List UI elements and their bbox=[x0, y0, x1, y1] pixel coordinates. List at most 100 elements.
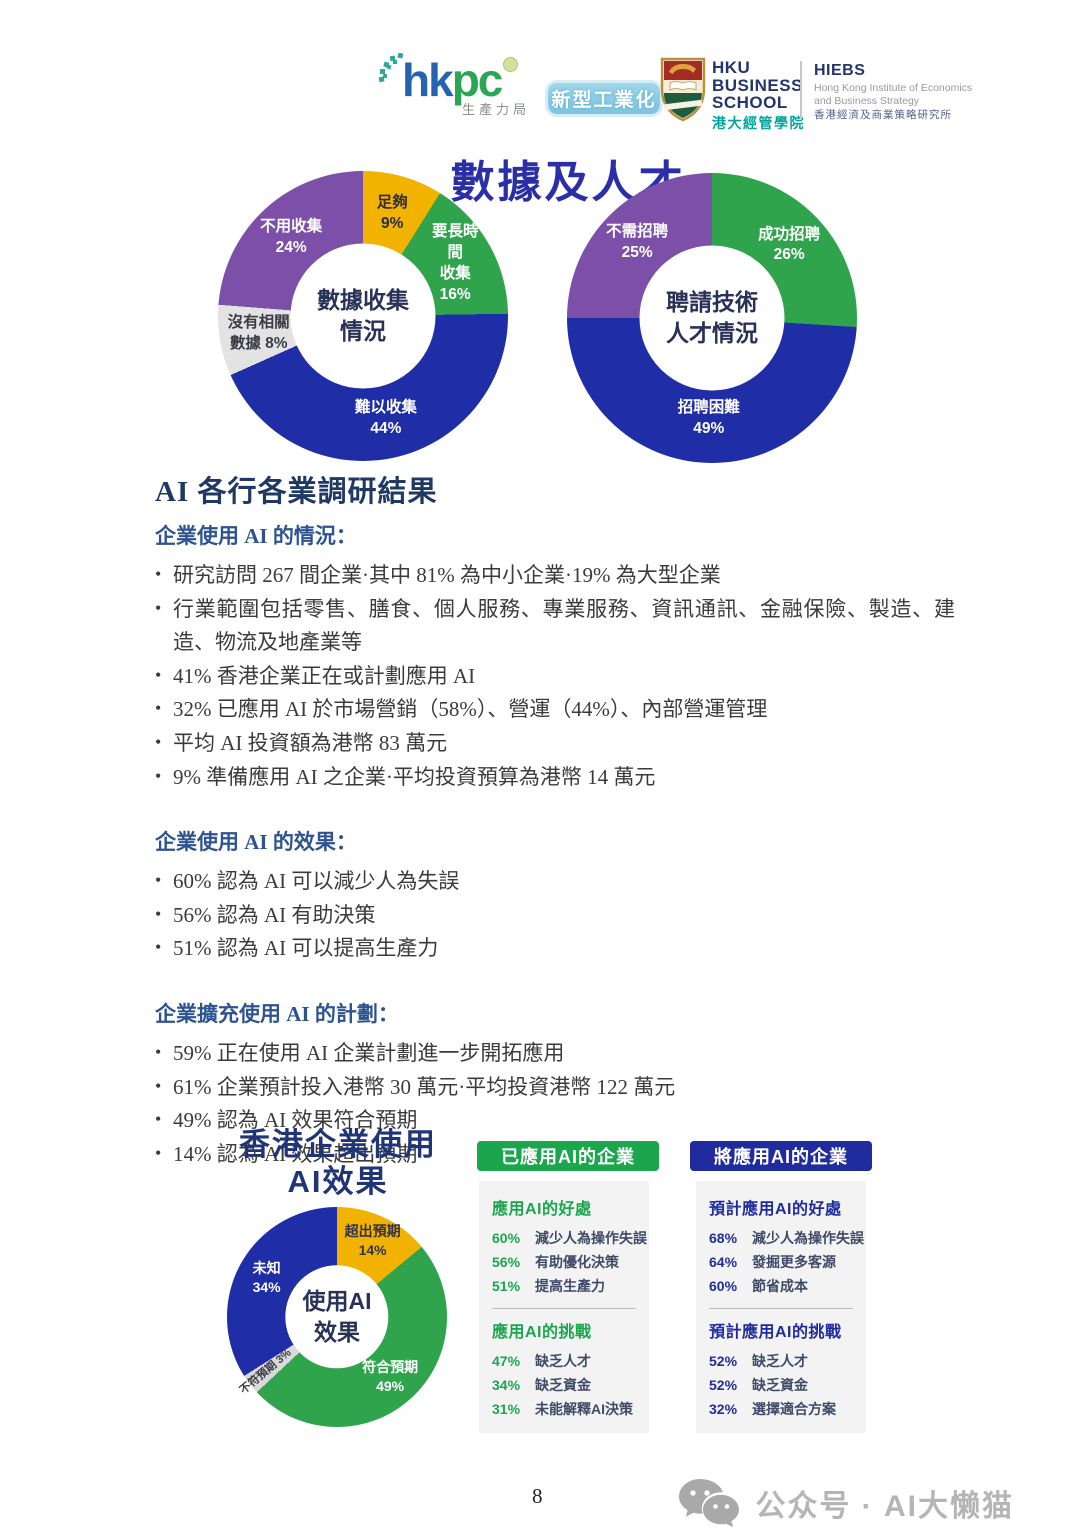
ai-effect-chart-title: 香港企業使用 AI效果 bbox=[239, 1126, 437, 1200]
stat-label: 缺乏人才 bbox=[752, 1353, 808, 1370]
donut-segment-label: 成功招聘 26% bbox=[758, 225, 821, 264]
stat-row: 52% 缺乏資金 bbox=[709, 1373, 853, 1397]
stat-label: 有助優化決策 bbox=[535, 1254, 619, 1271]
applied-ai-box-header: 已應用AI的企業 bbox=[477, 1141, 659, 1171]
stat-percent: 52% bbox=[709, 1377, 738, 1394]
donut-segment-label: 要長時間 收集 16% bbox=[431, 223, 479, 303]
tech-talent-hiring-donut-chart: 聘請技術 人才情況 成功招聘 26% 招聘困難 49% 不需招聘 25% bbox=[567, 173, 857, 463]
donut-segment-label: 未知 34% bbox=[252, 1260, 281, 1296]
hkpc-dots-icon bbox=[378, 53, 404, 83]
subsection-title: 企業擴充使用 AI 的計劃： bbox=[155, 1001, 399, 1026]
data-collection-donut-chart: 數據收集 情況 足夠 9% 要長時間 收集 16% 難以收集 44% 沒有相關 數據 8… bbox=[218, 171, 508, 461]
stat-percent: 68% bbox=[709, 1230, 738, 1246]
expected-benefits-list: 68% 減少人為操作失誤 64% 發掘更多客源 60% 節省成本 bbox=[709, 1226, 864, 1298]
hiebs-chinese-name: 香港經濟及商業策略研究所 bbox=[814, 109, 952, 122]
hku-business-school-wordmark: HKU BUSINESS SCHOOL 港大經管學院 bbox=[712, 59, 805, 131]
stat-percent: 52% bbox=[709, 1353, 738, 1370]
bullet-item: 32% 已應用 AI 於市場營銷（58%）、營運（44%）、內部營運管理 bbox=[155, 693, 955, 727]
donut-segment-label: 沒有相關 數據 8% bbox=[227, 314, 290, 353]
page-header: hkpc 生產力局 新型工業化 HKU BUSINESS SCHOOL 港大經管… bbox=[378, 53, 980, 133]
stat-percent: 32% bbox=[709, 1401, 738, 1418]
hiebs-title: HIEBS bbox=[814, 62, 866, 79]
stat-label: 未能解釋AI決策 bbox=[535, 1401, 633, 1418]
stat-row: 47% 缺乏人才 bbox=[492, 1349, 636, 1373]
new-industrialization-badge: 新型工業化 bbox=[548, 83, 660, 114]
bullet-item: 9% 準備應用 AI 之企業·平均投資預算為港幣 14 萬元 bbox=[155, 761, 955, 795]
hkpc-word-pc: pc bbox=[451, 54, 504, 106]
stat-row: 34% 缺乏資金 bbox=[492, 1373, 636, 1397]
donut-segment-label: 足夠 9% bbox=[376, 194, 408, 233]
donut-segment-label: 超出預期 14% bbox=[344, 1223, 401, 1259]
will-apply-ai-card: 預計應用AI的好處 68% 減少人為操作失誤 64% 發掘更多客源 60% 節省成本 預計… bbox=[696, 1181, 866, 1434]
bullet-list: 研究訪問 267 間企業·其中 81% 為中小企業·19% 為大型企業行業範圍包… bbox=[155, 559, 955, 794]
donut-segment-label: 符合預期 49% bbox=[362, 1359, 419, 1395]
stat-percent: 56% bbox=[492, 1254, 521, 1271]
hiebs-wordmark: HIEBS Hong Kong Institute of Economics a… bbox=[814, 61, 972, 123]
watermark-text: 公众号 · AI大懒猫 bbox=[755, 1490, 1014, 1523]
subsection-title: 企業使用 AI 的情況： bbox=[155, 524, 357, 548]
expected-benefits-title: 預計應用AI的好處 bbox=[709, 1201, 842, 1218]
stat-label: 提高生產力 bbox=[535, 1278, 605, 1295]
donut-center-label: 聘請技術 人才情況 bbox=[666, 288, 758, 346]
page-number: 8 bbox=[532, 1484, 543, 1508]
bullet-item: 60% 認為 AI 可以減少人為失誤 bbox=[155, 865, 955, 899]
expected-challenges-list: 52% 缺乏人才 52% 缺乏資金 32% 選擇適合方案 bbox=[709, 1349, 853, 1421]
stat-row: 51% 提高生產力 bbox=[492, 1274, 636, 1298]
stat-label: 節省成本 bbox=[752, 1278, 808, 1295]
watermark: 公众号 · AI大懒猫 bbox=[677, 1476, 1014, 1527]
donut-segment-label: 不符預期 3% bbox=[237, 1347, 294, 1397]
donut-hole bbox=[290, 243, 436, 389]
bullet-item: 51% 認為 AI 可以提高生產力 bbox=[155, 932, 955, 966]
stat-percent: 60% bbox=[709, 1278, 738, 1295]
donut-hole bbox=[639, 245, 785, 391]
stat-label: 發掘更多客源 bbox=[752, 1254, 836, 1271]
hiebs-english-line1: Hong Kong Institute of Economics bbox=[814, 81, 973, 94]
stat-percent: 64% bbox=[709, 1254, 738, 1271]
wechat-icon bbox=[679, 1479, 740, 1527]
bullet-list: 59% 正在使用 AI 企業計劃進一步開拓應用61% 企業預計投入港幣 30 萬… bbox=[155, 1037, 955, 1171]
bullet-item: 59% 正在使用 AI 企業計劃進一步開拓應用 bbox=[155, 1037, 955, 1071]
subsection-title: 企業使用 AI 的效果： bbox=[155, 830, 357, 855]
stat-label: 減少人為操作失誤 bbox=[752, 1230, 864, 1246]
stat-label: 缺乏資金 bbox=[535, 1377, 591, 1394]
stat-row: 32% 選擇適合方案 bbox=[709, 1397, 853, 1421]
survey-results: AI 各行各業調研結果 企業使用 AI 的情況： 研究訪問 267 間企業·其中… bbox=[155, 468, 955, 1171]
stat-label: 選擇適合方案 bbox=[752, 1401, 836, 1418]
hku-line2: BUSINESS bbox=[712, 75, 803, 95]
logo-divider bbox=[800, 61, 802, 119]
stat-row: 31% 未能解釋AI決策 bbox=[492, 1397, 636, 1421]
bullet-item: 平均 AI 投資額為港幣 83 萬元 bbox=[155, 727, 955, 761]
hku-crest-icon bbox=[660, 57, 706, 122]
bullet-item: 14% 認為 AI 效果超出預期 bbox=[155, 1138, 955, 1172]
bullet-item: 49% 認為 AI 效果符合預期 bbox=[155, 1104, 955, 1138]
stat-label: 減少人為操作失誤 bbox=[535, 1230, 647, 1246]
stat-label: 缺乏人才 bbox=[535, 1353, 591, 1370]
hku-line3: SCHOOL bbox=[712, 93, 788, 113]
donut-segment-label: 不需招聘 25% bbox=[606, 223, 669, 262]
benefits-list: 60% 減少人為操作失誤 56% 有助優化決策 51% 提高生產力 bbox=[492, 1226, 647, 1298]
will-apply-ai-box-header: 將應用AI的企業 bbox=[690, 1141, 872, 1171]
benefits-title: 應用AI的好處 bbox=[492, 1201, 592, 1218]
stat-label: 缺乏資金 bbox=[752, 1377, 808, 1394]
bullet-item: 41% 香港企業正在或計劃應用 AI bbox=[155, 660, 955, 694]
donut-center-label: 使用AI 效果 bbox=[302, 1287, 372, 1345]
bullet-item: 研究訪問 267 間企業·其中 81% 為中小企業·19% 為大型企業 bbox=[155, 559, 955, 593]
donut-segment-label: 不用收集 24% bbox=[260, 218, 323, 257]
bullet-item: 56% 認為 AI 有助決策 bbox=[155, 899, 955, 933]
hku-chinese-name: 港大經管學院 bbox=[712, 115, 805, 132]
bullet-item: 61% 企業預計投入港幣 30 萬元·平均投資港幣 122 萬元 bbox=[155, 1071, 955, 1105]
section-heading: AI 各行各業調研結果 bbox=[155, 476, 438, 508]
stat-row: 64% 發掘更多客源 bbox=[709, 1250, 853, 1274]
hkpc-wordmark: hkpc bbox=[380, 57, 540, 103]
stat-percent: 60% bbox=[492, 1230, 521, 1246]
expected-challenges-title: 預計應用AI的挑戰 bbox=[709, 1324, 842, 1342]
card-divider bbox=[709, 1308, 853, 1310]
stat-row: 56% 有助優化決策 bbox=[492, 1250, 636, 1274]
survey-section-expansion: 企業擴充使用 AI 的計劃： 59% 正在使用 AI 企業計劃進一步開拓應用61… bbox=[155, 998, 955, 1171]
stat-percent: 34% bbox=[492, 1377, 521, 1394]
hkpc-subtitle: 生產力局 bbox=[461, 102, 530, 117]
ai-effect-chart-title-line1: 香港企業使用 bbox=[239, 1127, 437, 1162]
stat-row: 68% 減少人為操作失誤 bbox=[709, 1226, 864, 1250]
donut-center-label: 數據收集 情況 bbox=[317, 286, 409, 344]
hiebs-english-line2: and Business Strategy bbox=[814, 95, 920, 108]
